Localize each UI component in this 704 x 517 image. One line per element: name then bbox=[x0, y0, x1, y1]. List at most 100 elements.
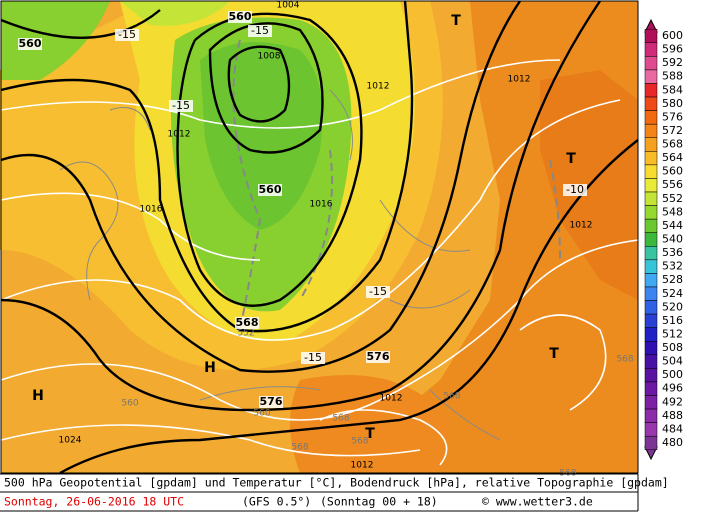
pressure-label: 1008 bbox=[258, 52, 281, 62]
geopotential-contour bbox=[0, 9, 363, 307]
colorbar-swatch bbox=[644, 110, 658, 125]
colorbar-swatch bbox=[644, 56, 658, 71]
colorbar-swatch bbox=[644, 259, 658, 274]
footer-run: (Sonntag 00 + 18) bbox=[320, 495, 438, 509]
temperature-label: -15 bbox=[369, 285, 387, 298]
colorbar-swatch bbox=[644, 218, 658, 233]
colorbar-swatch bbox=[644, 123, 658, 139]
colorbar-swatch bbox=[644, 96, 658, 111]
colorbar-swatch bbox=[644, 395, 658, 410]
colorbar: 6005965925885845805765725685645605565525… bbox=[644, 18, 683, 461]
colorbar-tick-label: 488 bbox=[662, 409, 683, 422]
geopotential-label: 576 bbox=[260, 395, 283, 408]
colorbar-swatch bbox=[644, 28, 658, 44]
colorbar-tick-label: 564 bbox=[662, 151, 683, 164]
colorbar-swatch bbox=[644, 83, 658, 98]
center: H bbox=[204, 360, 216, 376]
thickness-label: 552 bbox=[237, 329, 254, 339]
footer-date: Sonntag, 26-06-2016 18 UTC bbox=[4, 495, 184, 509]
label-background bbox=[563, 184, 587, 196]
pressure-label: 1012 bbox=[367, 82, 390, 92]
colorbar-swatch bbox=[644, 232, 658, 247]
colorbar-swatch bbox=[644, 368, 658, 383]
thickness-label: 568 bbox=[351, 437, 368, 447]
colorbar-tick-label: 552 bbox=[662, 192, 683, 205]
map bbox=[0, 0, 639, 475]
center: H bbox=[32, 388, 44, 404]
colorbar-tick-label: 500 bbox=[662, 368, 683, 381]
temperature-label: -15 bbox=[251, 24, 269, 37]
pressure-label: 1012 bbox=[168, 130, 191, 140]
thickness-label: 560 bbox=[121, 399, 138, 409]
colorbar-swatch bbox=[644, 422, 658, 437]
colorbar-tick-label: 532 bbox=[662, 260, 683, 273]
colorbar-tick-label: 568 bbox=[662, 138, 683, 151]
colorbar-tick-label: 560 bbox=[662, 165, 683, 178]
thickness-label: 568 bbox=[332, 414, 349, 424]
geopotential-contour bbox=[227, 45, 291, 123]
geopotential-label: 560 bbox=[19, 37, 42, 50]
colorbar-swatch bbox=[644, 205, 658, 220]
colorbar-swatch bbox=[644, 408, 658, 423]
center: T bbox=[549, 346, 559, 362]
colorbar-tick-label: 540 bbox=[662, 233, 683, 246]
colorbar-tick-label: 544 bbox=[662, 219, 683, 232]
label-background bbox=[235, 317, 259, 329]
thickness-label: 568 bbox=[443, 392, 460, 402]
pressure-label: 1016 bbox=[140, 205, 163, 215]
map-frame bbox=[0, 0, 639, 474]
geopotential-label: 560 bbox=[259, 183, 282, 196]
colorbar-swatch bbox=[644, 300, 658, 315]
colorbar-tick-label: 556 bbox=[662, 178, 683, 191]
colorbar-tick-label: 548 bbox=[662, 205, 683, 218]
footer-credit: © www.wetter3.de bbox=[482, 495, 593, 509]
colorbar-tick-label: 524 bbox=[662, 287, 683, 300]
footer-description: 500 hPa Geopotential [gpdam] und Tempera… bbox=[4, 476, 669, 490]
label-background bbox=[366, 286, 390, 298]
label-background bbox=[366, 351, 390, 363]
colorbar-swatch bbox=[644, 435, 658, 451]
colorbar-tick-label: 492 bbox=[662, 395, 683, 408]
green-northwest bbox=[1, 1, 110, 80]
pressure-isobars bbox=[0, 59, 639, 466]
label-background bbox=[228, 11, 252, 23]
geopotential-contour bbox=[0, 0, 414, 333]
colorbar-swatch bbox=[644, 273, 658, 288]
colorbar-tick-label: 576 bbox=[662, 110, 683, 123]
colorbar-tick-label: 484 bbox=[662, 422, 683, 435]
thickness-label: 560 bbox=[253, 409, 270, 419]
colorbar-swatch bbox=[644, 137, 658, 152]
thickness-label: 568 bbox=[291, 443, 308, 453]
temperature-label: -10 bbox=[566, 183, 584, 196]
geopotential-contour bbox=[208, 22, 324, 154]
colorbar-tick-label: 596 bbox=[662, 43, 683, 56]
colorbar-swatch bbox=[644, 69, 658, 84]
colorbar-swatch bbox=[644, 327, 658, 342]
colorbar-swatch bbox=[644, 42, 658, 57]
geopotential-contour bbox=[0, 0, 521, 373]
pressure-label: 1012 bbox=[380, 394, 403, 404]
colorbar-swatch bbox=[644, 341, 658, 356]
colorbar-tick-label: 600 bbox=[662, 29, 683, 42]
colorbar-tick-label: 512 bbox=[662, 327, 683, 340]
center: T bbox=[566, 151, 576, 167]
colorbar-tick-label: 592 bbox=[662, 56, 683, 69]
geopotential-label: 576 bbox=[367, 350, 390, 363]
center: T bbox=[451, 13, 461, 29]
pressure-label: 1012 bbox=[508, 75, 531, 85]
colorbar-tick-label: 508 bbox=[662, 341, 683, 354]
temperature-label: -15 bbox=[172, 99, 190, 112]
colorbar-tick-label: 480 bbox=[662, 436, 683, 449]
geopotential-label: 568 bbox=[236, 316, 259, 329]
colorbar-swatch bbox=[644, 191, 658, 206]
map-labels: 560 560 560 568 576 576 552 560 560 568 568 568 568 5… bbox=[18, 1, 634, 479]
label-background bbox=[115, 29, 139, 41]
pressure-label: 1004 bbox=[277, 1, 300, 11]
label-background bbox=[301, 352, 325, 364]
colorbar-swatch bbox=[644, 178, 658, 193]
geopotential-label: 560 bbox=[229, 10, 252, 23]
colorbar-tick-label: 580 bbox=[662, 97, 683, 110]
label-background bbox=[248, 25, 272, 37]
colorbar-swatch bbox=[644, 151, 658, 166]
